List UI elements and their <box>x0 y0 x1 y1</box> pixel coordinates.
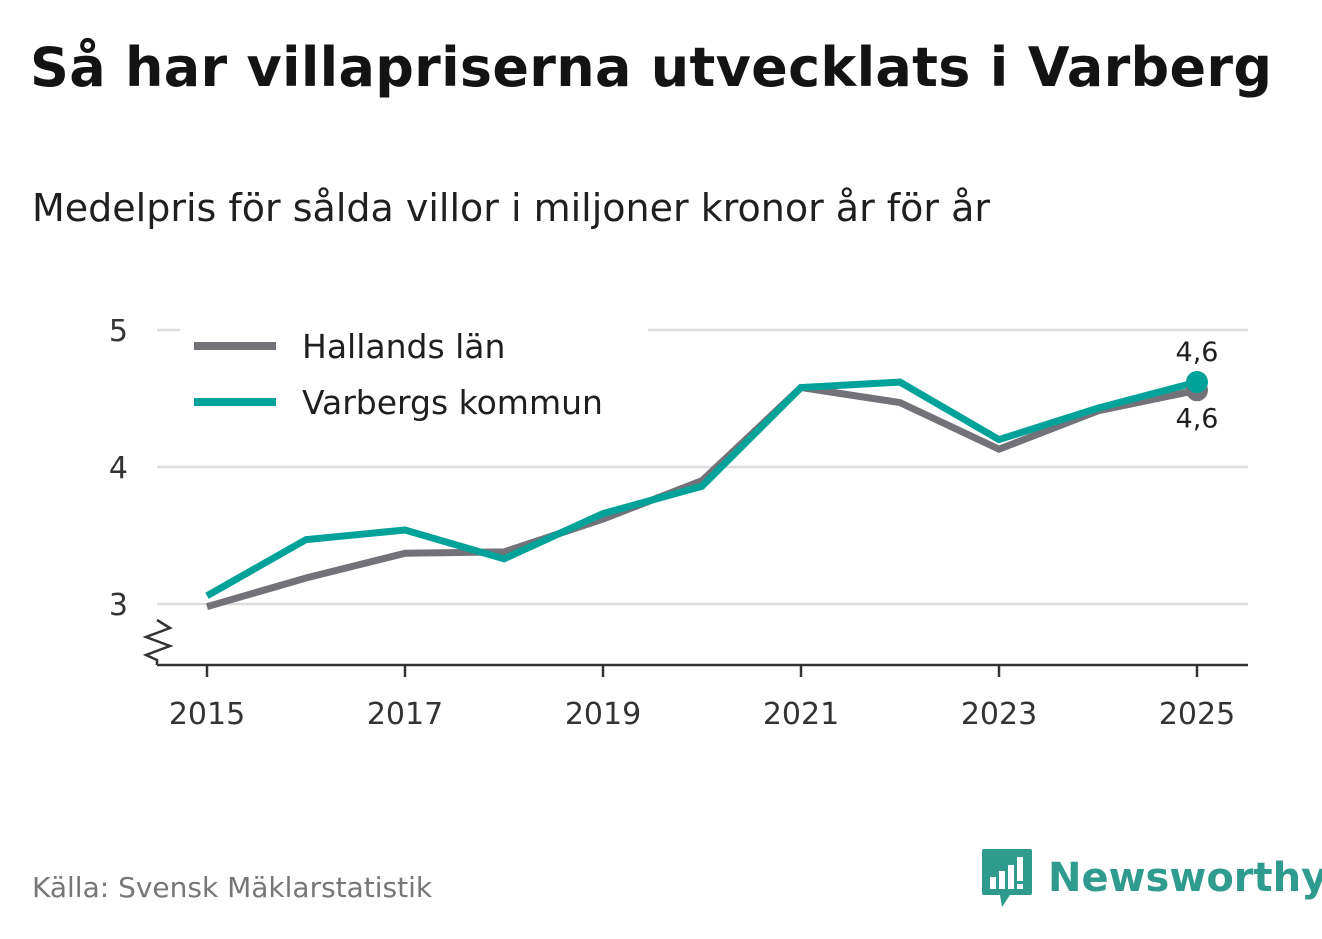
legend-label-varbergs-kommun: Varbergs kommun <box>302 383 603 422</box>
legend-background <box>180 316 648 426</box>
legend-label-hallands-l-n: Hallands län <box>302 327 505 366</box>
x-tick-label-2023: 2023 <box>961 697 1037 732</box>
end-markers <box>1186 371 1208 402</box>
end-label-varbergs-kommun: 4,6 <box>1176 337 1219 368</box>
y-axis-ticks: 3 4 5 <box>109 314 128 623</box>
y-tick-label-3: 3 <box>109 588 128 623</box>
brand-logo: Newsworthy <box>980 846 1322 910</box>
x-tick-label-2017: 2017 <box>367 697 443 732</box>
newsworthy-logo-icon <box>982 849 1032 907</box>
legend: Hallands län Varbergs kommun <box>180 316 648 426</box>
y-tick-label-5: 5 <box>109 314 128 349</box>
chart-subtitle: Medelpris för sålda villor i miljoner kr… <box>32 186 991 230</box>
x-tick-label-2019: 2019 <box>565 697 641 732</box>
axis-break-symbol <box>142 618 174 665</box>
x-tick-label-2015: 2015 <box>169 697 245 732</box>
end-label-hallands-lan: 4,6 <box>1176 403 1219 434</box>
series-line-varbergs-kommun <box>205 378 1198 599</box>
x-tick-label-2021: 2021 <box>763 697 839 732</box>
x-axis-ticks: 2015 2017 2019 2021 2023 2025 <box>169 665 1235 732</box>
y-tick-label-4: 4 <box>109 451 128 486</box>
end-marker-varbergs-kommun <box>1186 371 1208 394</box>
source-note: Källa: Svensk Mäklarstatistik <box>32 871 433 904</box>
brand-name: Newsworthy <box>1048 855 1322 901</box>
series-lines <box>205 378 1198 611</box>
axes <box>142 618 1248 667</box>
chart-title: Så har villapriserna utvecklats i Varber… <box>30 36 1273 99</box>
series-line-hallands-l-n <box>206 383 1198 611</box>
end-labels: 4,6 4,6 <box>1176 337 1219 434</box>
x-tick-label-2025: 2025 <box>1159 697 1235 732</box>
